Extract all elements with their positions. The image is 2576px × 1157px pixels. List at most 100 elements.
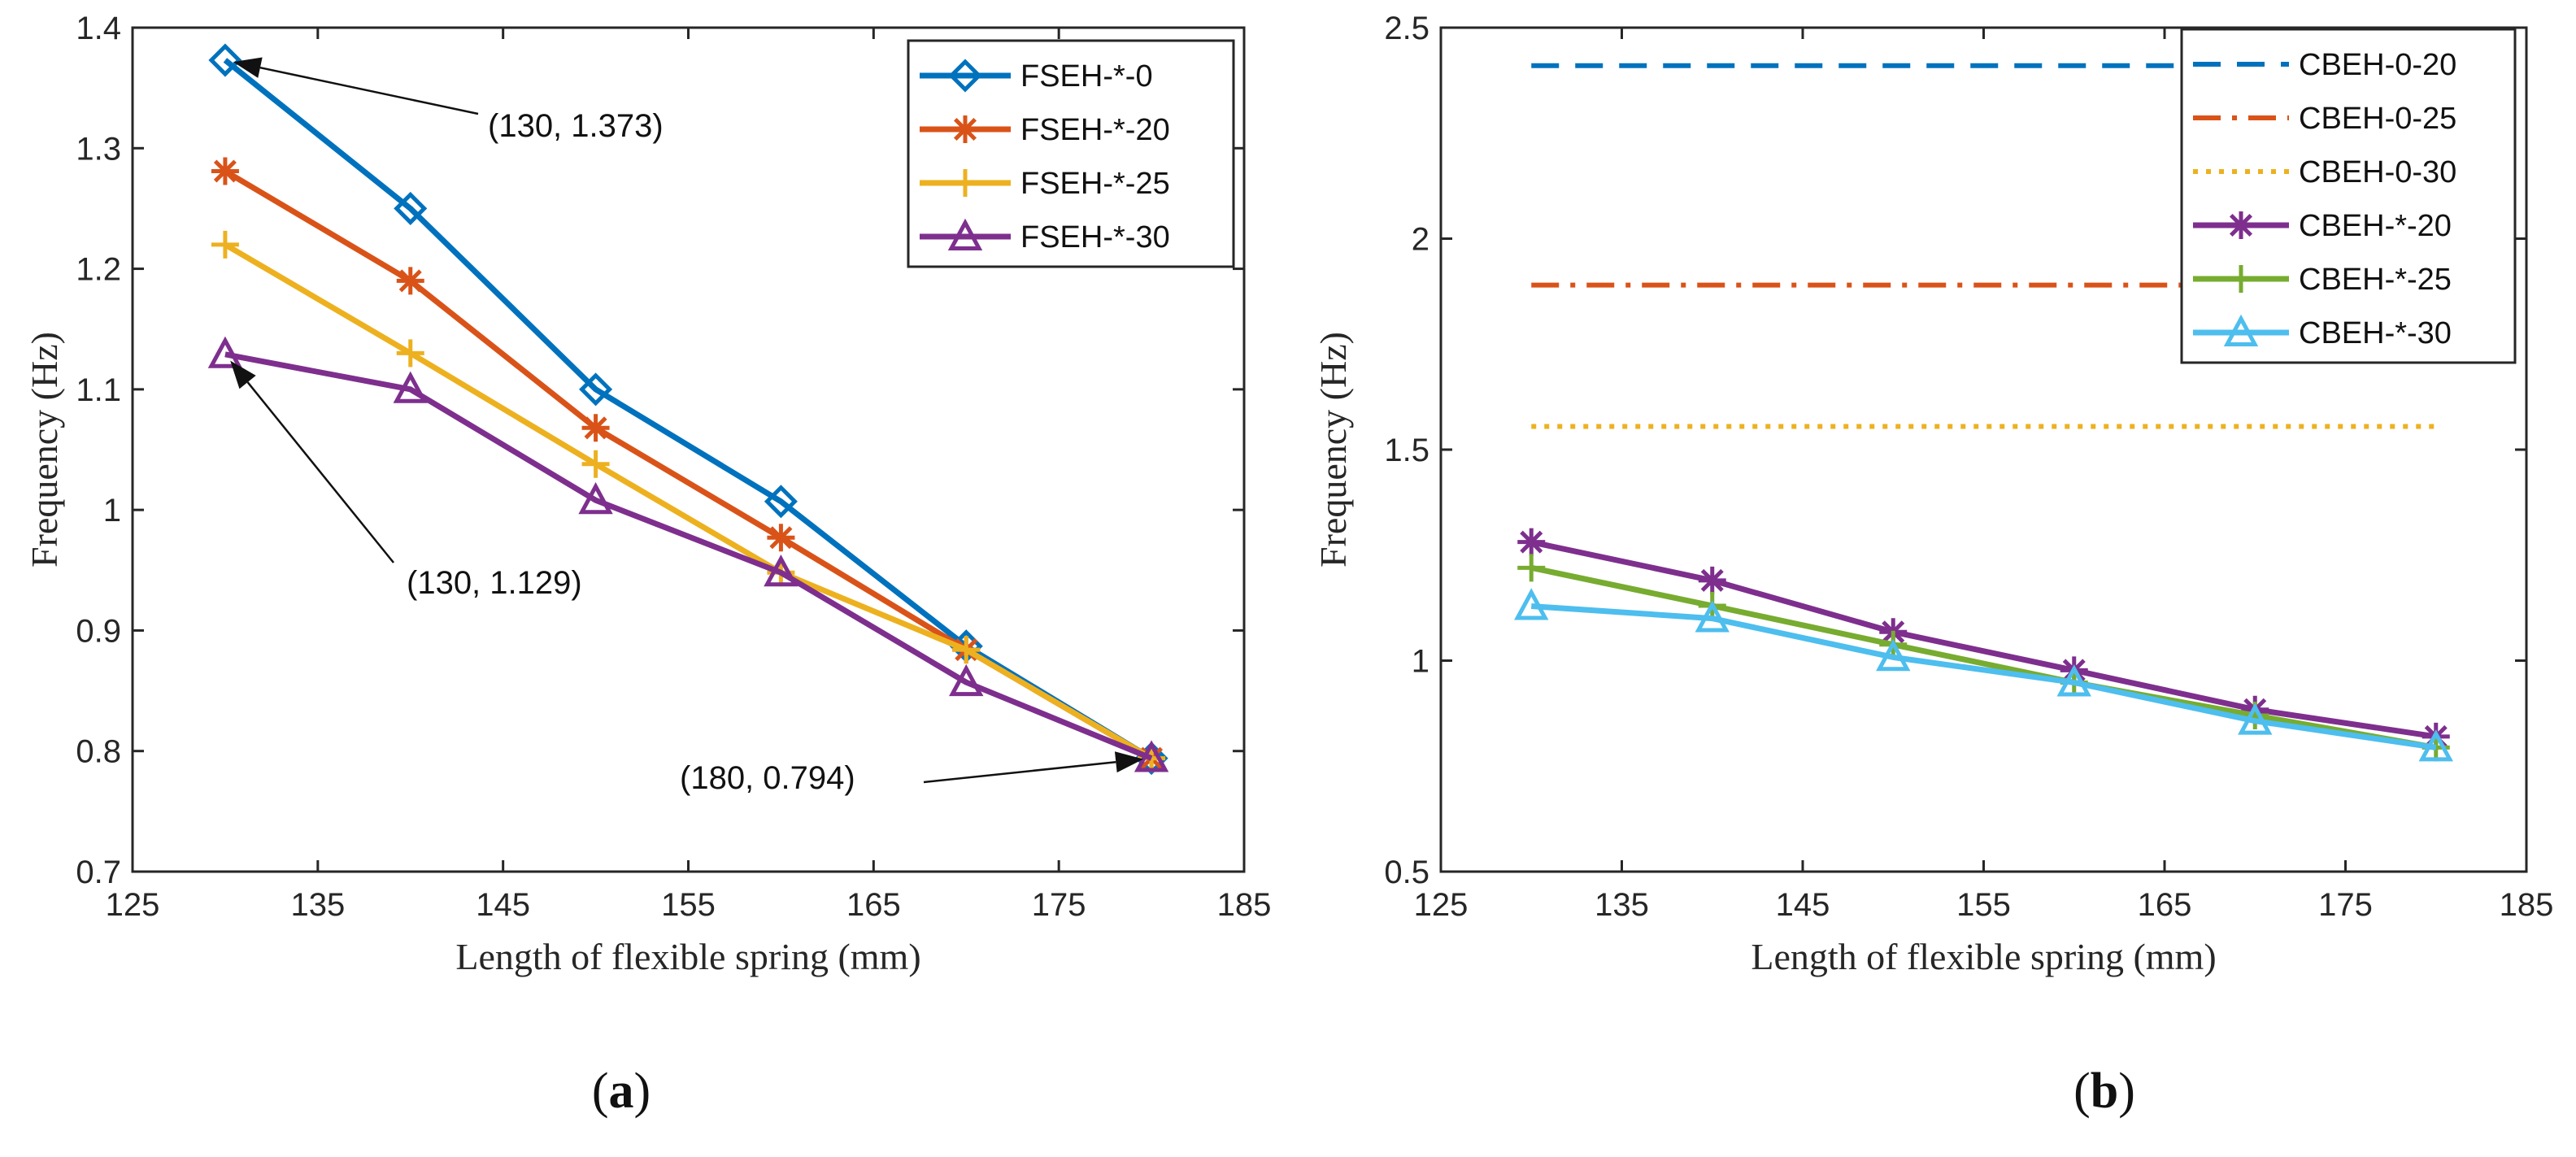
y-tick-label: 0.7	[76, 855, 121, 890]
data-point-FSEH-*-30	[207, 336, 243, 368]
data-point-FSEH-*-0	[579, 372, 613, 407]
panel-label: (a)	[592, 1063, 651, 1119]
legend-label: CBEH-0-30	[2299, 155, 2456, 189]
panel-label-letter: b	[2091, 1063, 2118, 1119]
plot-frame	[1439, 26, 2528, 873]
x-tick-label: 165	[846, 887, 901, 923]
legend-marker-FSEH-*-0	[948, 59, 982, 93]
legend-label: CBEH-*-25	[2299, 263, 2452, 297]
panel-a-chart: 0.7 0.8 0.9 1 1.1 1.2 1.3 1.4 125 135 145 155 165 175…	[24, 11, 1271, 1119]
x-tick-label: 135	[1595, 887, 1649, 923]
annotation-arrowhead	[230, 360, 256, 389]
x-tick-label: 145	[1776, 887, 1830, 923]
plot-frame	[131, 26, 1246, 873]
data-point-FSEH-*-25	[396, 339, 424, 368]
legend-marker-FSEH-*-20	[951, 115, 979, 143]
x-tick-label: 175	[1032, 887, 1086, 923]
y-tick-label: 0.9	[76, 613, 121, 649]
x-axis-title: Length of flexible spring (mm)	[455, 936, 920, 977]
data-point-FSEH-*-20	[767, 524, 795, 552]
panel-label: (b)	[2073, 1063, 2135, 1119]
data-point-CBEH-*-30	[1876, 639, 1911, 672]
annotation-label: (130, 1.129)	[407, 565, 582, 601]
y-tick-label: 1.1	[76, 372, 121, 408]
data-point-FSEH-*-0	[764, 485, 798, 519]
data-point-CBEH-*-20	[1517, 528, 1546, 556]
x-tick-label: 155	[1956, 887, 2011, 923]
x-tick-label: 185	[1217, 887, 1272, 923]
x-tick-label: 125	[106, 887, 160, 923]
x-tick-label: 155	[661, 887, 716, 923]
series-line-FSEH-*-30	[224, 351, 1153, 761]
legend-label: CBEH-*-30	[2299, 316, 2452, 350]
series-line-FSEH-*-25	[224, 241, 1153, 761]
data-point-FSEH-*-0	[394, 191, 428, 225]
panel-label-open: (	[2073, 1063, 2091, 1119]
legend-marker-FSEH-*-25	[951, 169, 979, 197]
data-point-FSEH-*-20	[581, 414, 610, 442]
y-axis-title: Frequency (Hz)	[1312, 332, 1354, 568]
legend-label: FSEH-*-25	[1020, 167, 1170, 201]
data-point-CBEH-*-25	[1517, 554, 1546, 582]
legend-label: CBEH-0-25	[2299, 102, 2456, 136]
data-point-FSEH-*-20	[396, 267, 424, 295]
legend-marker-CBEH-*-30	[2223, 314, 2259, 346]
x-tick-label: 185	[2500, 887, 2554, 923]
panel-label-close: )	[634, 1063, 651, 1119]
y-tick-label: 1.4	[76, 11, 121, 46]
data-point-CBEH-*-30	[1695, 600, 1730, 633]
y-tick-label: 1.5	[1384, 433, 1429, 468]
y-tick-label: 1.3	[76, 131, 121, 167]
data-point-CBEH-*-30	[2238, 702, 2273, 735]
series-line-CBEH-*-30	[1531, 603, 2437, 750]
x-tick-label: 175	[2318, 887, 2373, 923]
data-point-CBEH-*-30	[2418, 729, 2453, 762]
data-point-CBEH-*-20	[1698, 566, 1726, 594]
data-point-FSEH-*-20	[211, 157, 239, 185]
data-point-CBEH-*-30	[2056, 664, 2091, 697]
x-tick-label: 135	[290, 887, 345, 923]
data-point-FSEH-*-30	[949, 663, 984, 697]
data-point-FSEH-*-30	[393, 371, 428, 403]
annotation-arrowhead	[1114, 751, 1144, 773]
panel-label-letter: a	[609, 1063, 634, 1119]
data-point-FSEH-*-30	[578, 482, 613, 515]
data-point-FSEH-*-25	[952, 636, 981, 664]
legend-label: FSEH-*-30	[1020, 220, 1170, 254]
panel-label-close: )	[2118, 1063, 2135, 1119]
data-point-FSEH-*-30	[764, 554, 798, 587]
annotation-label: (130, 1.373)	[488, 108, 664, 144]
y-tick-label: 0.8	[76, 734, 121, 770]
x-axis-title: Length of flexible spring (mm)	[1751, 936, 2216, 977]
series-line-CBEH-*-25	[1530, 564, 2437, 750]
x-tick-label: 125	[1414, 887, 1469, 923]
panel-b-chart: 0.5 1 1.5 2 2.5 125 135 145 155 165 175 185 Length o…	[1312, 11, 2553, 1119]
legend-label: FSEH-*-0	[1020, 59, 1153, 94]
x-tick-label: 165	[2138, 887, 2192, 923]
y-tick-label: 1	[1412, 644, 1429, 680]
panel-label-open: (	[592, 1063, 609, 1119]
legend-label: CBEH-*-20	[2299, 209, 2452, 243]
annotation-arrow	[259, 66, 479, 115]
annotation-label: (180, 0.794)	[680, 760, 855, 796]
annotation-arrow	[246, 381, 394, 563]
y-tick-label: 2	[1412, 222, 1429, 258]
annotation-arrowhead	[233, 57, 263, 78]
legend-marker-FSEH-*-30	[947, 218, 983, 250]
series-line-CBEH-*-20	[1530, 539, 2437, 740]
data-point-FSEH-*-30	[1134, 740, 1169, 772]
legend-label: CBEH-0-20	[2299, 48, 2456, 82]
y-tick-label: 0.5	[1384, 855, 1429, 890]
legend-label: FSEH-*-20	[1020, 113, 1170, 147]
data-point-FSEH-*-25	[581, 450, 610, 478]
annotation-arrow	[923, 760, 1116, 784]
y-tick-label: 2.5	[1384, 11, 1429, 46]
x-tick-label: 145	[476, 887, 530, 923]
data-point-FSEH-*-0	[208, 43, 242, 77]
legend-marker-CBEH-*-20	[2227, 211, 2255, 239]
y-tick-label: 1	[103, 493, 121, 528]
legend-box	[2180, 28, 2517, 364]
data-point-FSEH-*-25	[211, 230, 239, 259]
legend-marker-CBEH-*-25	[2227, 265, 2255, 293]
